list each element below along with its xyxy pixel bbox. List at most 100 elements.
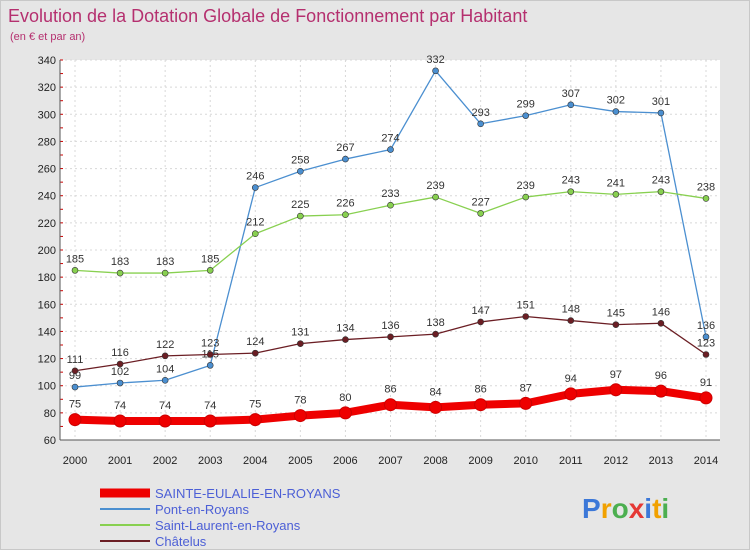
data-point (297, 212, 304, 220)
x-tick-label: 2008 (423, 455, 447, 467)
data-label: 146 (652, 306, 670, 318)
data-label: 123 (697, 338, 715, 350)
y-tick-label: 220 (38, 218, 56, 230)
data-label: 267 (336, 142, 354, 154)
data-label: 183 (156, 256, 174, 268)
data-point (702, 351, 710, 358)
data-point (657, 319, 665, 327)
data-point (567, 188, 575, 195)
data-label: 96 (655, 370, 667, 382)
data-point (68, 413, 82, 427)
series-group: 9910210411524625826727433229329930730230… (66, 54, 715, 428)
data-label: 225 (291, 199, 309, 211)
data-point (612, 108, 620, 115)
data-point (71, 267, 79, 274)
data-label: 136 (381, 320, 399, 332)
series-sainte-eulalie-en-royans: 75 74 74 74 75 78 80 86 84 86 87 94 97 96 91 (68, 369, 713, 428)
data-point (338, 406, 352, 420)
y-tick-label: 300 (38, 109, 56, 121)
data-point (342, 155, 349, 163)
data-point (297, 167, 304, 175)
data-label: 239 (517, 180, 535, 192)
data-label: 301 (652, 96, 670, 108)
data-point (251, 184, 259, 191)
data-label: 102 (111, 366, 129, 378)
x-tick-label: 2003 (198, 455, 222, 467)
data-point (116, 379, 124, 387)
data-label: 86 (384, 384, 396, 396)
data-point (203, 414, 217, 428)
y-tick-label: 160 (38, 299, 56, 311)
data-point (251, 230, 259, 238)
brand-letter: t (652, 493, 661, 524)
y-tick-label: 120 (38, 354, 56, 366)
data-label: 185 (201, 253, 219, 265)
proxiti-logo: Proxiti (582, 493, 669, 524)
data-label: 145 (607, 308, 625, 320)
data-label: 80 (339, 392, 351, 404)
data-label: 97 (610, 369, 622, 381)
data-label: 122 (156, 339, 174, 351)
data-point (206, 351, 214, 358)
data-label: 74 (114, 400, 126, 412)
data-label: 84 (429, 386, 441, 398)
data-point (71, 383, 79, 391)
data-point (206, 362, 214, 369)
data-label: 299 (517, 99, 535, 111)
x-tick-label: 2010 (513, 455, 537, 467)
data-point (158, 414, 172, 428)
data-point (474, 398, 488, 412)
data-point (248, 413, 262, 427)
brand-letter: i (644, 493, 652, 524)
legend-label: Pont-en-Royans (155, 502, 249, 517)
data-label: 74 (204, 400, 216, 412)
data-label: 75 (249, 399, 261, 411)
y-tick-label: 100 (38, 381, 56, 393)
y-tick-label: 200 (38, 245, 56, 257)
data-point (116, 360, 124, 368)
data-point (387, 146, 394, 153)
x-tick-label: 2007 (378, 455, 402, 467)
y-tick-label: 60 (44, 435, 56, 447)
data-label: 94 (565, 373, 577, 385)
x-tick-label: 2014 (694, 455, 718, 467)
data-point (477, 120, 484, 128)
data-point (116, 269, 124, 277)
x-tick-label: 2005 (288, 455, 312, 467)
data-label: 75 (69, 399, 81, 411)
y-tick-label: 320 (38, 82, 56, 94)
y-tick-label: 240 (38, 191, 56, 203)
x-tick-label: 2000 (63, 455, 87, 467)
data-point (432, 67, 439, 75)
data-label: 134 (336, 323, 354, 335)
data-label: 87 (520, 382, 532, 394)
data-point (206, 267, 214, 274)
data-point (567, 101, 575, 109)
y-tick-label: 140 (38, 326, 56, 338)
data-label: 104 (156, 363, 174, 375)
data-label: 274 (381, 133, 399, 145)
x-tick-label: 2001 (108, 455, 132, 467)
axes: 60 80 100 120 140 160 180 200 220 240 260 280 300 320… (38, 55, 720, 467)
data-label: 124 (246, 336, 264, 348)
x-tick-label: 2006 (333, 455, 357, 467)
data-point (342, 211, 349, 219)
data-point (609, 383, 623, 397)
series-pont-en-royans: 9910210411524625826727433229329930730230… (69, 54, 715, 391)
data-point (384, 398, 397, 412)
data-point (161, 269, 169, 277)
data-point (657, 109, 665, 117)
data-label: 91 (700, 377, 712, 389)
data-point (657, 188, 665, 195)
data-point (429, 400, 443, 414)
data-label: 151 (517, 300, 535, 312)
data-label: 302 (607, 95, 625, 107)
y-tick-label: 80 (44, 408, 56, 420)
data-label: 332 (426, 54, 444, 66)
data-label: 123 (201, 338, 219, 350)
data-point (519, 396, 533, 410)
data-label: 227 (471, 196, 489, 208)
y-tick-label: 260 (38, 164, 56, 176)
x-tick-label: 2011 (559, 455, 583, 467)
